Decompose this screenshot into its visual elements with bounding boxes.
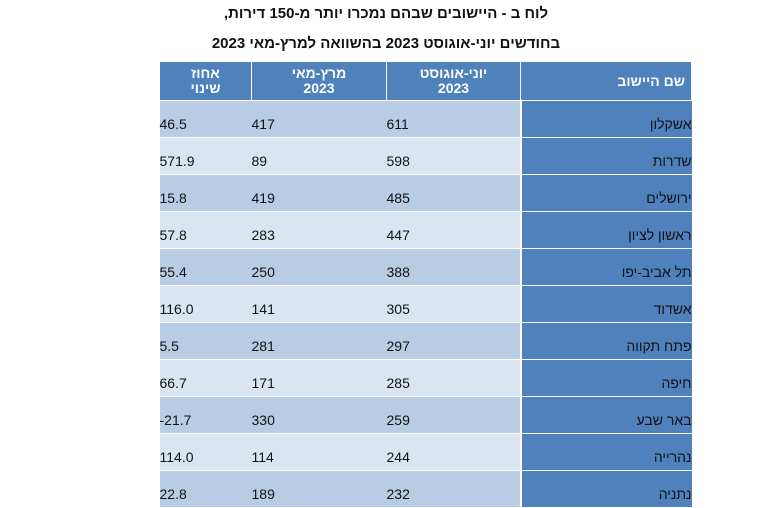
header-settlement-name: שם היישוב (520, 61, 692, 101)
jun-aug-value: 485 (386, 174, 521, 212)
change-value: 5.5 (159, 322, 252, 360)
header-jun-aug-2023: יוני-אוגוסט 2023 (386, 61, 521, 101)
jun-aug-value: 611 (386, 100, 521, 138)
table-row: ראשון לציון 447 283 57.8 (159, 211, 692, 249)
table-row: אשדוד 305 141 116.0 (159, 285, 692, 323)
mar-may-value: 189 (251, 470, 387, 508)
settlement-name: חיפה (519, 359, 692, 397)
jun-aug-value: 305 (386, 285, 521, 323)
caption-line-2: בחודשים יוני-אוגוסט 2023 בהשוואה למרץ-מא… (211, 35, 561, 52)
settlement-name: ירושלים (519, 174, 692, 212)
mar-may-value: 417 (251, 100, 387, 138)
table-row: פתח תקווה 297 281 5.5 (159, 322, 692, 360)
table-row: נהרייה 244 114 114.0 (159, 433, 692, 471)
header-mar-may-year: 2023 (303, 80, 335, 96)
settlement-name: נהרייה (519, 433, 692, 471)
jun-aug-value: 447 (386, 211, 521, 249)
settlement-name: אשדוד (519, 285, 692, 323)
settlement-name: נתניה (519, 470, 692, 508)
mar-may-value: 141 (251, 285, 387, 323)
jun-aug-value: 285 (386, 359, 521, 397)
table-row: ירושלים 485 419 15.8 (159, 174, 692, 212)
settlements-sales-table: שם היישוב יוני-אוגוסט 2023 מרץ-מאי 2023 … (159, 61, 692, 508)
settlement-name: ראשון לציון (519, 211, 692, 249)
jun-aug-value: 259 (386, 396, 521, 434)
header-jun-aug-year: 2023 (437, 80, 470, 96)
mar-may-value: 89 (251, 137, 387, 175)
change-value: 22.8 (159, 470, 252, 508)
mar-may-value: 330 (251, 396, 387, 434)
jun-aug-value: 388 (386, 248, 521, 286)
table-header-row: שם היישוב יוני-אוגוסט 2023 מרץ-מאי 2023 … (159, 61, 692, 101)
settlement-name: שדרות (519, 137, 692, 175)
change-value: 571.9 (159, 137, 252, 175)
change-value: 57.8 (159, 211, 252, 249)
header-mar-may-2023: מרץ-מאי 2023 (251, 61, 387, 101)
change-value: 114.0 (159, 433, 252, 471)
header-jun-aug-label: יוני-אוגוסט (419, 65, 488, 81)
change-value: -21.7 (159, 396, 252, 434)
table-row: שדרות 598 89 571.9 (159, 137, 692, 175)
table-row: תל אביב-יפו 388 250 55.4 (159, 248, 692, 286)
jun-aug-value: 598 (386, 137, 521, 175)
header-change-label: שינוי (190, 80, 221, 96)
table-row: אשקלון 611 417 46.5 (159, 100, 692, 138)
jun-aug-value: 232 (386, 470, 521, 508)
jun-aug-value: 297 (386, 322, 521, 360)
mar-may-value: 281 (251, 322, 387, 360)
mar-may-value: 114 (251, 433, 387, 471)
table-row: באר שבע 259 330 -21.7 (159, 396, 692, 434)
caption-line-1: לוח ב - היישובים שבהם נמכרו יותר מ-150 ד… (223, 5, 549, 22)
table-row: נתניה 232 189 22.8 (159, 470, 692, 508)
settlement-name: באר שבע (519, 396, 692, 434)
header-percent-change: אחוז שינוי (159, 61, 252, 101)
change-value: 55.4 (159, 248, 252, 286)
change-value: 66.7 (159, 359, 252, 397)
settlement-name: אשקלון (519, 100, 692, 138)
mar-may-value: 419 (251, 174, 387, 212)
change-value: 46.5 (159, 100, 252, 138)
header-percent-label: אחוז (191, 65, 220, 81)
settlement-name: תל אביב-יפו (519, 248, 692, 286)
header-mar-may-label: מרץ-מאי (291, 65, 347, 81)
settlement-name: פתח תקווה (519, 322, 692, 360)
mar-may-value: 250 (251, 248, 387, 286)
mar-may-value: 283 (251, 211, 387, 249)
jun-aug-value: 244 (386, 433, 521, 471)
table-row: חיפה 285 171 66.7 (159, 359, 692, 397)
mar-may-value: 171 (251, 359, 387, 397)
change-value: 116.0 (159, 285, 252, 323)
change-value: 15.8 (159, 174, 252, 212)
